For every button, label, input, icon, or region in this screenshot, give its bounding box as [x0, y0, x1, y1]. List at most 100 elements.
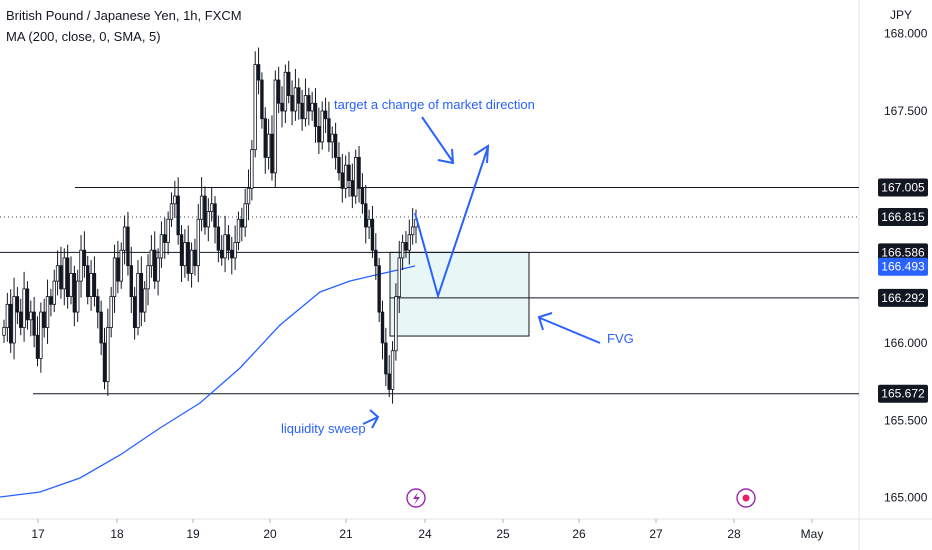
- candle: [323, 97, 328, 133]
- candle: [49, 288, 53, 317]
- candle: [256, 47, 261, 95]
- candle: [199, 177, 204, 232]
- candle: [263, 107, 267, 174]
- projection-arrow-path: [414, 146, 489, 300]
- candle: [330, 126, 334, 159]
- event-circle-icon[interactable]: [736, 488, 756, 508]
- symbol-title[interactable]: British Pound / Japanese Yen, 1h, FXCM: [6, 8, 242, 23]
- candle: [142, 281, 147, 322]
- candle: [317, 107, 321, 154]
- candle: [223, 215, 227, 273]
- candle: [387, 355, 391, 398]
- candle: [410, 208, 415, 245]
- candle: [112, 244, 117, 313]
- candle: [82, 231, 87, 278]
- candle: [156, 248, 160, 296]
- svg-text:167.005: 167.005: [881, 181, 925, 195]
- time-tick-label: 24: [418, 527, 432, 541]
- candle: [283, 64, 288, 124]
- candle: [287, 60, 291, 104]
- svg-text:166.815: 166.815: [881, 210, 925, 224]
- candle: [159, 221, 164, 268]
- fvg-note-arrow: [537, 312, 601, 344]
- candle: [364, 184, 368, 244]
- candle: [390, 341, 395, 404]
- candle: [407, 219, 412, 265]
- candle: [106, 308, 110, 396]
- indicator-legend[interactable]: MA (200, close, 0, SMA, 5): [6, 29, 161, 44]
- candle: [79, 235, 83, 298]
- svg-text:165.672: 165.672: [881, 387, 925, 401]
- price-label-165.672: 165.672: [878, 384, 928, 403]
- candle: [139, 256, 144, 327]
- price-tick-label: 166.000: [884, 336, 928, 350]
- candle: [189, 242, 194, 288]
- candle: [230, 236, 234, 275]
- candle: [250, 140, 254, 201]
- candle: [394, 283, 398, 361]
- candle: [22, 271, 26, 342]
- candle: [99, 300, 103, 356]
- candle: [206, 198, 211, 242]
- candle: [273, 70, 278, 188]
- candle: [55, 250, 60, 296]
- time-tick-label: May: [801, 527, 824, 541]
- sweep-annotation: liquidity sweep: [281, 421, 366, 436]
- candle: [367, 209, 371, 240]
- price-label-166.815: 166.815: [878, 207, 928, 226]
- candle: [146, 254, 150, 306]
- candle: [173, 180, 177, 219]
- lightning-icon[interactable]: [406, 488, 426, 508]
- candle: [370, 205, 375, 258]
- time-tick-label: 25: [496, 527, 510, 541]
- candle: [347, 151, 351, 197]
- candle: [35, 316, 40, 367]
- candle: [89, 260, 93, 311]
- target-annotation: target a change of market direction: [334, 97, 535, 112]
- svg-text:166.586: 166.586: [881, 245, 925, 259]
- candle: [186, 225, 190, 282]
- candle: [52, 269, 56, 313]
- candle: [72, 265, 77, 327]
- candle: [350, 163, 355, 209]
- candle: [193, 238, 197, 276]
- candle: [320, 101, 324, 150]
- time-axis-ticks: 17 18 19 20 21 24 25 26 27 28 May: [31, 519, 823, 541]
- candle: [340, 153, 345, 203]
- candle: [116, 240, 120, 294]
- candle: [136, 260, 140, 336]
- candle: [216, 215, 221, 263]
- candle: [276, 66, 281, 114]
- candle: [233, 225, 237, 270]
- candle: [179, 225, 184, 283]
- time-tick-label: 26: [572, 527, 586, 541]
- candle: [59, 246, 63, 299]
- candle: [360, 173, 365, 214]
- candle: [75, 269, 80, 322]
- candle: [240, 207, 244, 242]
- time-tick-label: 21: [339, 527, 353, 541]
- time-tick-label: 17: [31, 527, 45, 541]
- candle: [266, 119, 271, 170]
- candle: [196, 204, 200, 283]
- target-note-arrow: [421, 116, 455, 165]
- candle: [169, 192, 174, 227]
- time-tick-label: 27: [649, 527, 663, 541]
- candle: [303, 78, 308, 127]
- candle: [119, 242, 123, 289]
- candle: [226, 225, 231, 261]
- candle: [29, 300, 33, 337]
- candle: [45, 279, 50, 344]
- candle: [307, 87, 311, 126]
- candle: [290, 80, 294, 126]
- candle: [236, 211, 241, 251]
- candle: [313, 88, 318, 143]
- price-tick-label: 165.000: [884, 491, 928, 505]
- candle: [404, 231, 408, 258]
- candle: [343, 155, 348, 199]
- candle: [280, 86, 284, 128]
- candle: [270, 115, 274, 181]
- candle: [377, 257, 381, 322]
- candle: [39, 302, 43, 373]
